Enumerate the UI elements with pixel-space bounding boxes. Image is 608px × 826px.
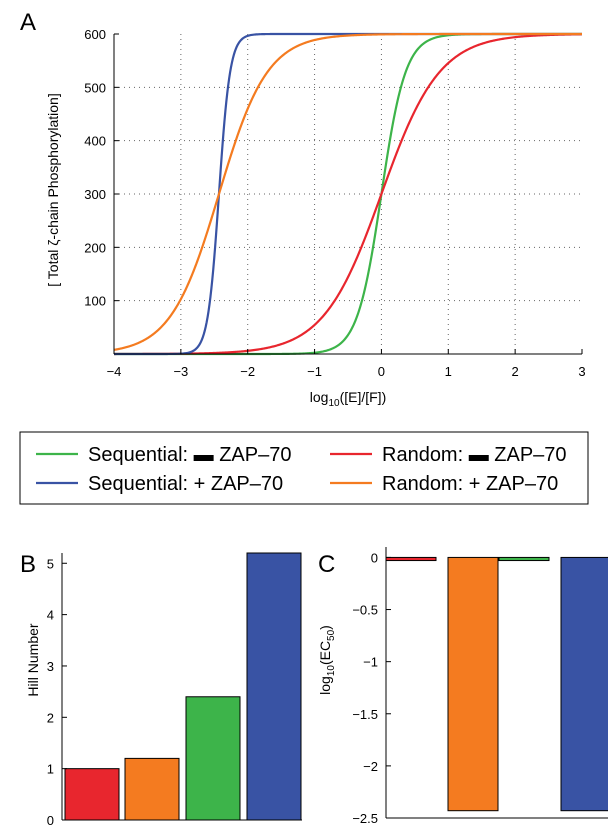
panel-a-letter: A — [20, 9, 36, 36]
bar-1 — [447, 556, 499, 812]
panel-c-letter: C — [318, 551, 335, 578]
x-tick-label: 3 — [578, 364, 585, 379]
x-tick-label: −2 — [240, 364, 255, 379]
bar-3 — [560, 556, 608, 812]
panel-b-letter: B — [20, 551, 36, 578]
y-tick-label: 200 — [84, 240, 106, 255]
y-tick-label: −1.5 — [352, 707, 378, 722]
x-tick-label: 2 — [512, 364, 519, 379]
panel-c-ylabel: log10(EC50) — [317, 625, 337, 695]
y-tick-label: 5 — [47, 556, 54, 571]
x-tick-label: −1 — [307, 364, 322, 379]
y-tick-label: −2.5 — [352, 811, 378, 826]
y-tick-label: 100 — [84, 294, 106, 309]
legend-label-0: Sequential: ▬ ZAP–70 — [88, 444, 291, 466]
panel-a-ylabel: [ Total ζ-chain Phosphorylation] — [45, 93, 61, 286]
x-tick-label: −4 — [107, 364, 122, 379]
y-tick-label: 500 — [84, 80, 106, 95]
bar-3 — [246, 552, 302, 821]
y-tick-label: −1 — [363, 655, 378, 670]
legend-label-1: Random: ▬ ZAP–70 — [382, 444, 567, 466]
y-tick-label: 2 — [47, 710, 54, 725]
y-tick-label: 1 — [47, 762, 54, 777]
bar-0 — [64, 768, 120, 821]
y-tick-label: 4 — [47, 608, 54, 623]
panel-a-xlabel: log10([E]/[F]) — [310, 389, 386, 409]
x-tick-label: 1 — [445, 364, 452, 379]
x-tick-label: 0 — [378, 364, 385, 379]
panel-b-ylabel: Hill Number — [25, 623, 41, 696]
legend-box — [19, 431, 589, 505]
y-tick-label: 400 — [84, 134, 106, 149]
panel-a-chart: −4 −3 −2 −1 0 1 2 3 100 200 300 400 500 600 — [84, 27, 585, 379]
legend: Sequential: ▬ ZAP–70 Random: ▬ ZAP–70 Sequ… — [19, 431, 589, 505]
legend-label-2: Sequential: + ZAP–70 — [88, 473, 283, 495]
y-tick-label: 600 — [84, 27, 106, 42]
series-line-3 — [113, 32, 582, 351]
y-tick-label: −2 — [363, 759, 378, 774]
bar-0 — [385, 556, 437, 562]
y-tick-label: −0.5 — [352, 603, 378, 618]
y-tick-label: 0 — [371, 550, 378, 565]
y-tick-label: 3 — [47, 659, 54, 674]
x-tick-label: −3 — [173, 364, 188, 379]
legend-label-3: Random: + ZAP–70 — [382, 473, 558, 495]
panel-c-chart: 0 −0.5 −1 −1.5 −2 −2.5 — [352, 547, 608, 826]
y-tick-label: 0 — [47, 813, 54, 826]
bar-1 — [124, 757, 180, 821]
panel-b-chart: 0 1 2 3 4 5 — [47, 552, 302, 826]
bar-2 — [498, 556, 550, 562]
bar-2 — [185, 696, 241, 821]
y-tick-label: 300 — [84, 187, 106, 202]
